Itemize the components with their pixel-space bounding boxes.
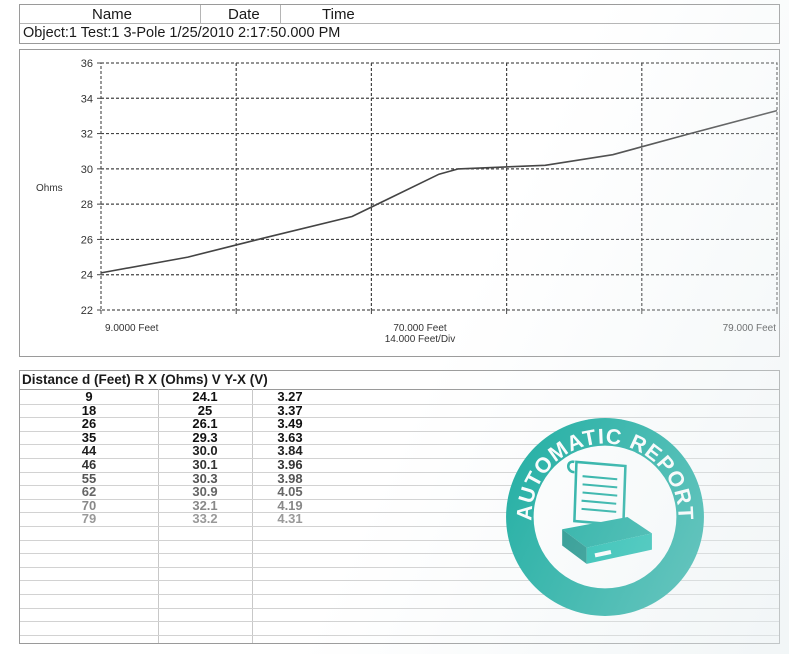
record-header: Name Date Time Object:1 Test:1 3-Pole 1/… [19,4,780,44]
resistance-cell: 30.1 [192,457,218,472]
y-tick-label: 32 [81,129,93,141]
resistance-cell: 24.1 [192,389,218,404]
distance-cell: 79 [81,511,97,527]
name-column-label: Name [92,6,133,23]
distance-cell: 55 [81,470,97,486]
distance-cell: 70 [81,497,97,513]
distance-cell: 62 [81,484,97,500]
distance-cell: 26 [81,416,97,432]
x-axis-right-label: 79.000 Feet [723,323,777,334]
resistance-cell: 33.2 [192,511,218,527]
table-header: Distance d (Feet) R X (Ohms) V Y-X (V) [20,371,779,390]
x-axis-left-label: 9.0000 Feet [105,323,159,334]
y-tick-label: 36 [81,58,93,70]
voltage-cell: 4.31 [277,511,303,527]
x-axis-center-label: 70.000 Feet [393,323,447,334]
y-axis-label: Ohms [36,183,63,194]
header-labels-row: Name Date Time [20,5,779,24]
header-divider [280,5,281,23]
distance-cell: 35 [81,429,97,445]
y-tick-label: 24 [81,270,93,282]
distance-cell: 46 [81,457,97,472]
resistance-cell: 30.0 [192,443,218,459]
chart-panel: 22 24 26 28 30 32 34 36 Ohms 9.0000 Feet 70.000 Fe… [19,49,780,357]
voltage-cell: 3.49 [277,416,303,432]
automatic-report-generation-badge: AUTOMATIC REPORT GENERATION [506,418,704,616]
resistance-chart: 22 24 26 28 30 32 34 36 Ohms 9.0000 Feet 70.000 Fe… [36,58,778,345]
voltage-cell: 3.84 [277,443,303,459]
distance-cell: 9 [85,389,93,404]
plot-area-border [100,62,778,311]
time-column-label: Time [322,6,355,23]
resistance-cell: 32.1 [192,497,218,513]
voltage-cell: 3.37 [277,402,303,418]
series-line [100,109,778,274]
y-tick-label: 26 [81,234,93,246]
voltage-cell: 4.19 [277,497,303,513]
voltage-cell: 3.96 [277,457,303,472]
voltage-cell: 3.98 [277,470,303,486]
voltage-cell: 4.05 [277,484,303,500]
resistance-cell: 29.3 [192,429,218,445]
y-tick-label: 22 [81,305,93,317]
voltage-cell: 3.27 [277,389,303,404]
y-tick-label: 28 [81,199,93,211]
table-row: 9 24.1 3.27 [20,390,779,405]
date-column-label: Date [228,6,260,23]
resistance-cell: 30.9 [192,484,218,500]
y-tick-label: 34 [81,93,93,105]
record-line: Object:1 Test:1 3-Pole 1/25/2010 2:17:50… [23,25,341,41]
header-divider [200,5,201,23]
resistance-cell: 30.3 [192,470,218,486]
distance-cell: 44 [81,443,97,459]
y-tick-label: 30 [81,164,93,176]
resistance-cell: 26.1 [192,416,218,432]
resistance-cell: 25 [197,402,213,418]
voltage-cell: 3.63 [277,429,303,445]
x-axis-scale-label: 14.000 Feet/Div [385,334,456,345]
distance-cell: 18 [81,402,97,418]
table-row [20,621,779,636]
